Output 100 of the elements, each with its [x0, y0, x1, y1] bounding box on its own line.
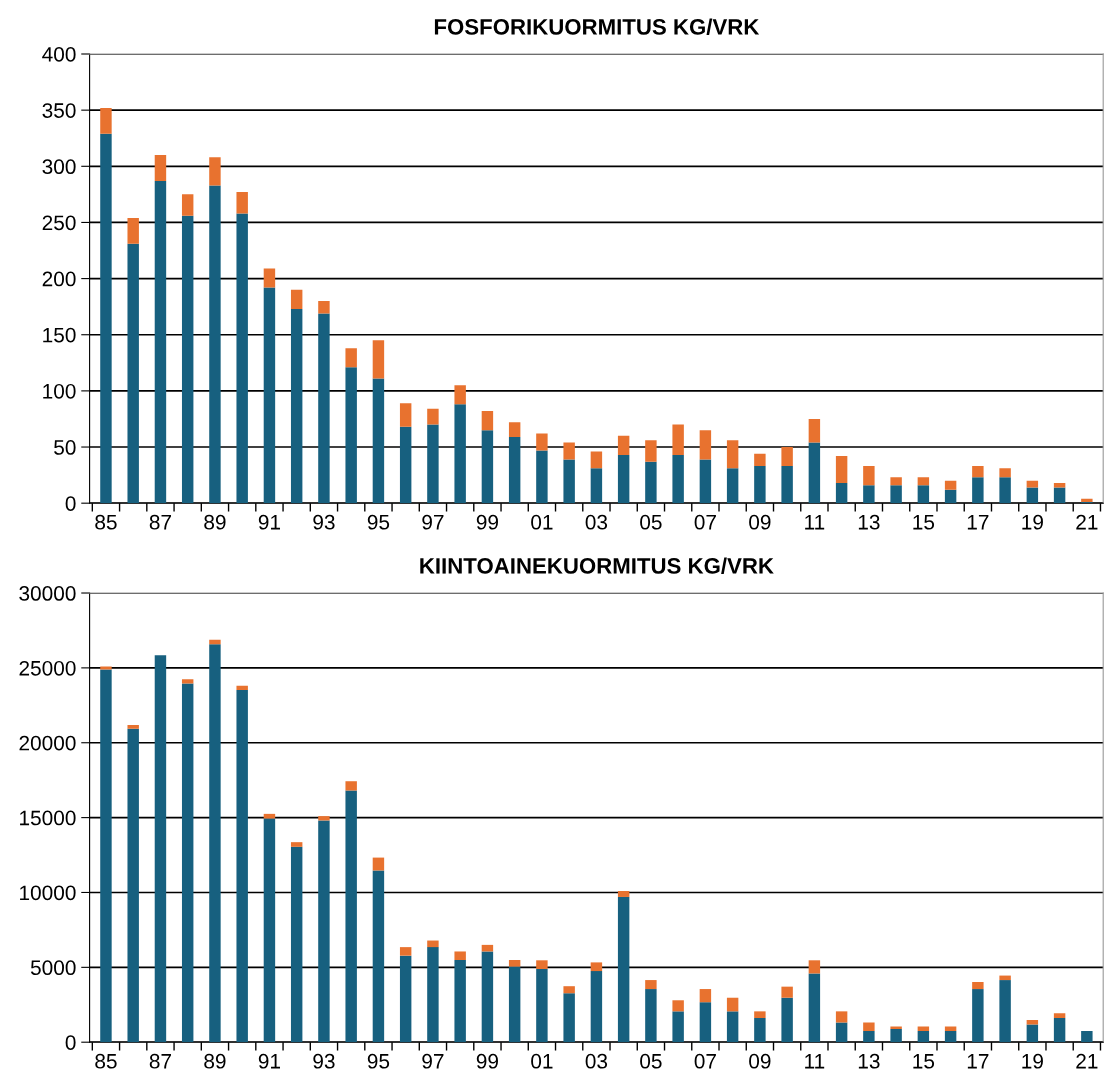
bar — [917, 477, 930, 486]
bar — [181, 194, 194, 216]
x-tick-label: 97 — [422, 1053, 444, 1069]
bar — [645, 989, 657, 1043]
bar — [972, 477, 984, 504]
bar — [181, 679, 194, 684]
bar — [127, 728, 139, 1043]
bar — [290, 842, 303, 847]
bar — [590, 971, 603, 1043]
bar — [263, 287, 276, 504]
bar — [835, 1022, 848, 1043]
bar — [127, 243, 139, 504]
bar — [754, 453, 766, 467]
bar — [481, 411, 494, 431]
bar — [726, 997, 739, 1012]
y-tick-label: 0 — [65, 496, 76, 511]
bar — [318, 301, 330, 314]
bar — [645, 461, 657, 504]
bar — [726, 440, 739, 469]
bar — [645, 440, 657, 462]
bar — [100, 133, 112, 504]
bar — [427, 408, 439, 425]
x-tick-label: 11 — [805, 515, 825, 530]
bar — [454, 960, 466, 1043]
bar — [563, 986, 575, 994]
bar — [1081, 498, 1093, 503]
bar — [427, 947, 439, 1043]
bar — [808, 973, 821, 1043]
bar — [944, 480, 957, 490]
y-tick-label: 20000 — [19, 735, 76, 751]
bar — [372, 857, 385, 871]
bar — [1026, 1024, 1039, 1043]
x-tick-label: 87 — [149, 514, 171, 530]
bar — [399, 426, 412, 504]
bar — [999, 980, 1011, 1043]
x-tick-label: 05 — [640, 1053, 662, 1069]
bar — [617, 454, 630, 504]
bar — [617, 896, 630, 1043]
bar — [345, 348, 357, 368]
x-tick-label: 13 — [858, 514, 880, 530]
y-tick-label: 10000 — [20, 885, 76, 901]
bar — [154, 180, 167, 504]
bar — [863, 466, 875, 486]
bar — [563, 442, 575, 460]
bar — [1081, 1031, 1093, 1043]
bar — [209, 157, 221, 186]
bar — [754, 1011, 766, 1018]
x-tick-label: 21 — [1076, 1053, 1098, 1069]
bar — [181, 683, 194, 1043]
bar — [508, 960, 521, 967]
x-tick-label: 93 — [313, 514, 335, 530]
bar — [236, 213, 248, 504]
y-tick-label: 250 — [42, 215, 76, 231]
bar — [263, 818, 276, 1043]
bar — [454, 385, 466, 405]
bar — [617, 890, 630, 897]
bar — [454, 951, 466, 960]
bar — [808, 418, 821, 443]
x-tick-label: 97 — [422, 514, 444, 530]
bar — [699, 989, 712, 1003]
bar — [863, 1022, 875, 1032]
bar — [890, 477, 902, 486]
bar — [699, 459, 712, 504]
bar — [318, 816, 330, 821]
x-tick-label: 15 — [913, 515, 935, 530]
bar — [481, 951, 494, 1043]
bar — [835, 1011, 848, 1023]
bar — [100, 666, 112, 670]
x-tick-label: 89 — [204, 514, 226, 530]
y-tick-label: 100 — [43, 383, 76, 399]
bar — [645, 980, 657, 990]
bar — [154, 155, 167, 181]
bar — [699, 1002, 712, 1043]
bar — [781, 997, 793, 1043]
bar — [481, 430, 494, 504]
bar — [781, 447, 793, 467]
bar — [808, 960, 821, 974]
bar — [399, 403, 412, 427]
x-tick-label: 09 — [749, 514, 771, 530]
bar — [863, 485, 875, 504]
bar — [672, 1011, 684, 1043]
x-tick-label: 87 — [149, 1053, 171, 1069]
x-tick-label: 07 — [694, 1053, 716, 1069]
bar — [917, 1026, 930, 1032]
x-tick-label: 09 — [749, 1053, 771, 1069]
x-tick-label: 19 — [1022, 514, 1043, 530]
bar — [590, 962, 603, 972]
x-tick-label: 01 — [531, 1053, 553, 1069]
bar — [345, 367, 357, 504]
bar — [1026, 1019, 1039, 1025]
bar — [427, 940, 439, 948]
x-tick-label: 05 — [640, 514, 662, 530]
bar — [372, 378, 385, 504]
bar — [290, 846, 303, 1043]
bar — [508, 436, 521, 504]
y-tick-label: 300 — [42, 159, 76, 175]
bar — [236, 192, 248, 214]
bar — [536, 433, 548, 451]
bar — [536, 968, 548, 1043]
bar — [563, 459, 575, 504]
